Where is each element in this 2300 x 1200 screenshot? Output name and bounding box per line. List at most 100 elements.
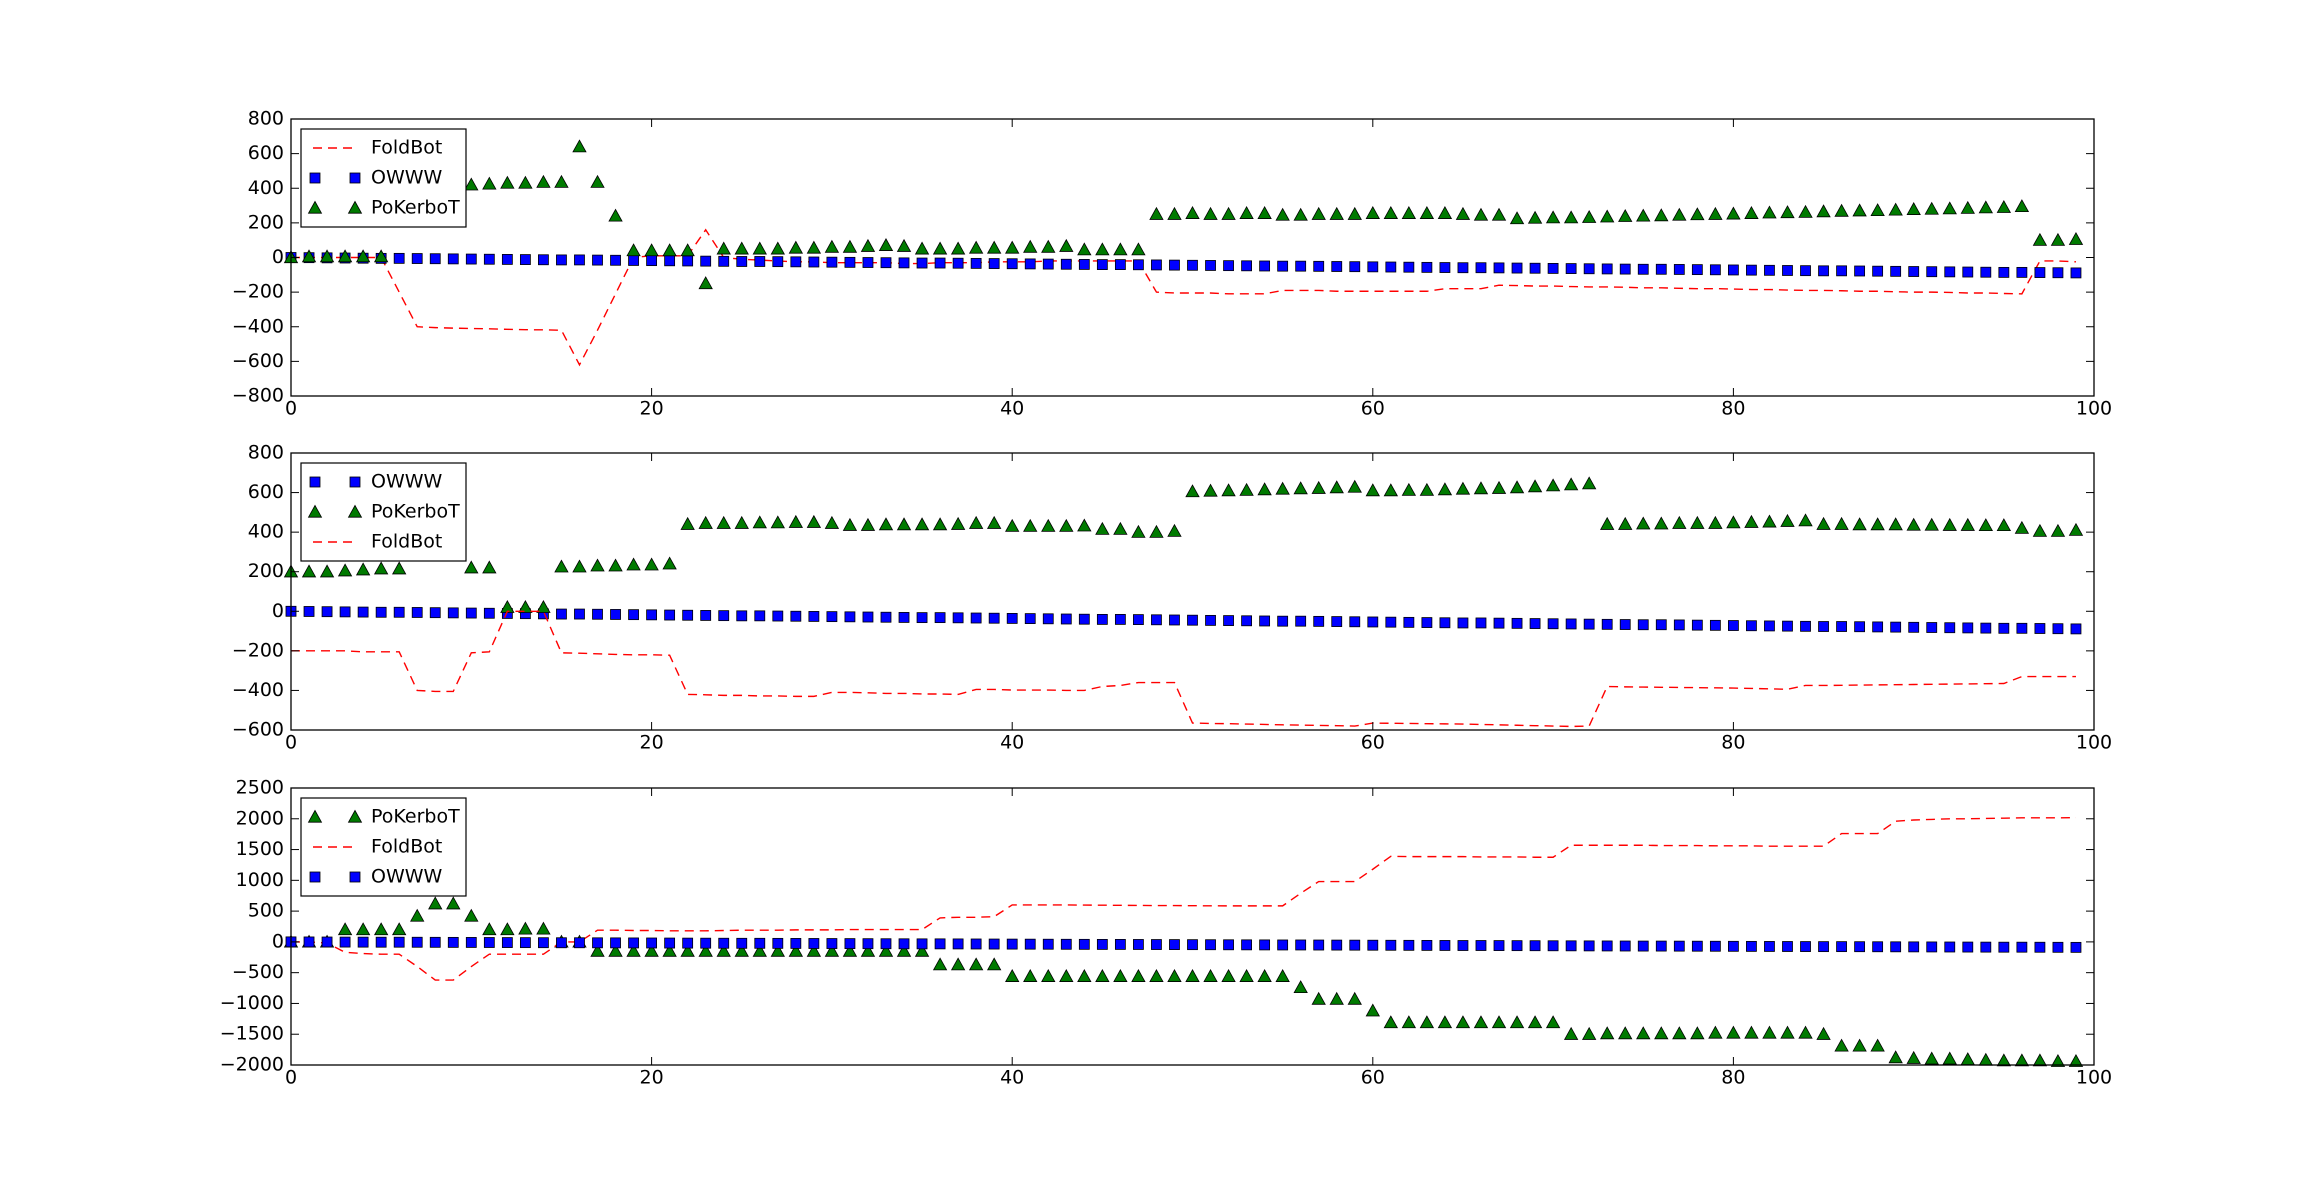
square-marker [483,607,495,619]
y-tick-label: −500 [232,961,284,983]
triangle-marker [680,516,695,530]
y-tick-label: 400 [248,177,284,199]
triangle-marker [1149,206,1164,220]
square-marker [1962,266,1974,278]
triangle-marker [932,241,948,255]
triangle-marker [896,943,912,957]
subplot: −2000 −1500 −1000 −500 0 500 1000 1500 2000 2500 0… [220,777,2112,1089]
square-marker [574,254,585,266]
square-marker [1980,622,1992,634]
triangle-marker [1221,483,1236,497]
triangle-marker [1618,1026,1633,1040]
square-marker [1096,939,1108,950]
triangle-marker [1834,1038,1849,1052]
x-tick-label: 80 [1721,1067,1745,1089]
subplot: −600 −400 −200 0 200 400 600 800 0 20 40 60 80 100 OWW… [232,442,2112,754]
triangle-marker [1113,521,1128,535]
square-marker [1619,263,1631,275]
square-marker [1601,618,1613,630]
square-marker [1385,261,1397,273]
triangle-marker [500,922,515,936]
triangle-marker [1293,980,1308,994]
square-marker [2016,622,2028,634]
square-marker [1114,259,1126,270]
square-marker [1926,941,1938,953]
square-marker [1782,265,1793,276]
square-marker [1313,939,1325,951]
square-marker [2034,941,2046,953]
triangle-marker [1383,206,1399,219]
square-marker [2070,267,2082,279]
triangle-marker [1203,483,1218,497]
triangle-marker [1906,517,1921,531]
triangle-marker [1113,969,1128,982]
square-marker [447,607,459,619]
triangle-marker [968,240,984,254]
triangle-marker [788,943,804,957]
triangle-marker [1942,517,1957,531]
triangle-marker [446,896,461,910]
square-marker [1006,938,1018,950]
triangle-marker [662,556,677,570]
square-marker [808,611,820,622]
triangle-marker [914,943,930,957]
square-marker [1962,941,1974,953]
square-marker [1205,260,1216,271]
triangle-marker [1852,517,1867,531]
y-tick-label: −600 [232,350,284,372]
square-marker [1655,263,1667,275]
triangle-marker [1942,201,1957,215]
triangle-marker [770,943,785,957]
square-marker [1673,940,1685,952]
triangle-marker [1978,200,1993,214]
square-marker [826,256,838,268]
legend-label: OWWW [371,866,443,888]
x-tick-label: 0 [285,1067,297,1089]
square-marker [1385,939,1397,951]
square-marker [1926,266,1938,278]
triangle-marker [392,922,407,936]
square-marker [1818,941,1829,953]
triangle-marker [1834,203,1849,217]
square-marker [339,606,351,618]
triangle-marker [1527,479,1543,493]
triangle-marker [1780,513,1795,527]
square-marker [411,607,423,618]
square-marker [556,254,567,266]
square-marker [2016,266,2028,278]
square-marker [1349,939,1361,951]
triangle-marker [307,504,323,518]
square-marker [465,253,477,265]
triangle-marker [1365,483,1380,497]
plot-area [291,453,2094,730]
square-marker [1151,259,1162,271]
triangle-marker [2068,231,2084,245]
triangle-marker [355,922,371,936]
triangle-marker [1545,1015,1561,1029]
square-marker [1024,938,1036,950]
square-marker [1151,939,1162,950]
triangle-marker [914,517,930,531]
square-marker [303,936,315,948]
square-marker [1709,619,1721,631]
triangle-marker [1311,480,1326,494]
triangle-marker [1005,518,1020,532]
triangle-marker [1131,524,1146,538]
triangle-marker [1906,1050,1921,1064]
square-marker [309,476,321,488]
triangle-marker [1906,202,1921,215]
square-marker [1944,941,1956,953]
square-marker [754,256,766,267]
square-marker [429,253,441,265]
legend-label: OWWW [371,471,443,493]
square-marker [1169,614,1180,626]
triangle-marker [824,239,840,253]
triangle-marker [1239,206,1254,219]
triangle-marker [1816,204,1831,218]
triangle-marker [428,896,443,910]
square-marker [1421,617,1433,628]
legend-label: PoKerboT [371,501,460,523]
y-tick-label: 1500 [236,838,284,860]
triangle-marker [482,560,497,574]
square-marker [2070,941,2082,953]
